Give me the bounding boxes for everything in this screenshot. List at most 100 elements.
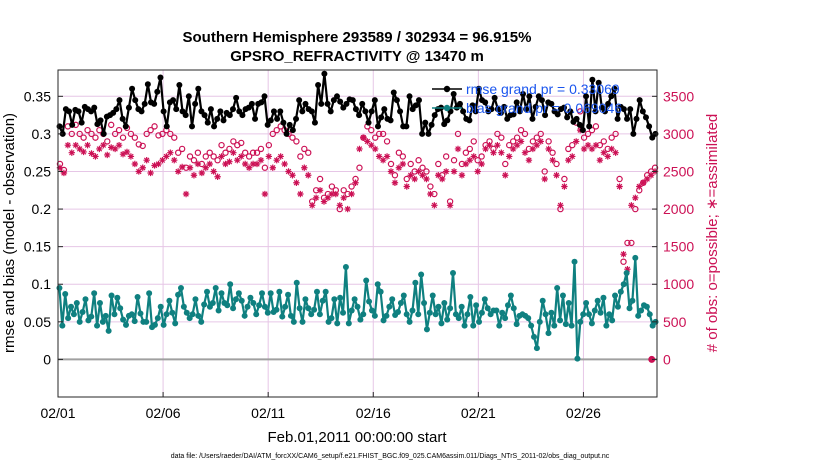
rmse-point bbox=[311, 119, 318, 126]
obs-assimilated-point bbox=[151, 162, 158, 169]
obs-assimilated-point bbox=[486, 141, 493, 149]
bias-point bbox=[285, 291, 292, 298]
obs-possible-point bbox=[509, 138, 517, 145]
rmse-point bbox=[182, 112, 189, 119]
rmse-point bbox=[229, 106, 236, 113]
y-right-tick-label: 3000 bbox=[663, 126, 694, 142]
bias-point bbox=[554, 285, 561, 291]
rmse-point bbox=[308, 108, 315, 115]
rmse-point bbox=[277, 108, 284, 115]
rmse-point bbox=[188, 123, 195, 130]
obs-assimilated-point bbox=[84, 141, 91, 149]
bias-point bbox=[438, 320, 445, 327]
obs-possible-point bbox=[293, 138, 300, 145]
chart-title-line1: Southern Hemisphere 293589 / 302934 = 96… bbox=[183, 29, 532, 46]
bias-point bbox=[264, 309, 271, 316]
obs-possible-point bbox=[415, 157, 422, 164]
bias-point bbox=[542, 311, 549, 318]
bias-point bbox=[646, 311, 653, 318]
bias-point bbox=[447, 305, 454, 312]
bias-point bbox=[635, 312, 642, 319]
obs-assimilated-point bbox=[372, 145, 379, 153]
obs-possible-point bbox=[159, 130, 166, 138]
bias-point bbox=[397, 300, 404, 307]
bias-point bbox=[473, 302, 480, 309]
obs-assimilated-point bbox=[415, 168, 422, 175]
bias-point bbox=[481, 296, 488, 303]
obs-assimilated-point bbox=[281, 160, 288, 168]
rmse-point bbox=[415, 97, 422, 104]
rmse-point bbox=[144, 81, 151, 88]
rmse-point bbox=[252, 115, 259, 122]
bias-point bbox=[209, 300, 216, 307]
rmse-point bbox=[374, 123, 381, 130]
bias-series bbox=[56, 254, 659, 362]
rmse-point bbox=[425, 130, 432, 137]
bias-point bbox=[366, 298, 373, 305]
bias-point bbox=[643, 303, 650, 310]
obs-assimilated-point bbox=[509, 145, 517, 153]
obs-assimilated-point bbox=[636, 183, 643, 190]
bias-point bbox=[513, 321, 520, 328]
bias-point bbox=[383, 312, 390, 319]
rmse-point bbox=[605, 100, 612, 107]
bias-point bbox=[386, 303, 393, 310]
obs-assimilated-point bbox=[336, 202, 343, 209]
rmse-point bbox=[614, 115, 621, 122]
bias-point bbox=[253, 311, 260, 318]
bias-point bbox=[299, 318, 306, 325]
obs-possible-point bbox=[305, 149, 312, 156]
bias-point bbox=[175, 291, 182, 298]
rmse-point bbox=[510, 111, 517, 118]
obs-possible-point bbox=[127, 130, 135, 138]
obs-assimilated-point bbox=[498, 149, 505, 156]
bias-point bbox=[577, 318, 584, 325]
rmse-point bbox=[201, 112, 208, 119]
rmse-point bbox=[456, 100, 463, 107]
y-right-tick-label: 0 bbox=[663, 351, 671, 367]
rmse-point bbox=[548, 100, 555, 107]
obs-assimilated-point bbox=[190, 172, 198, 179]
rmse-point bbox=[217, 108, 224, 115]
bias-point bbox=[261, 303, 268, 310]
rmse-point bbox=[207, 106, 214, 113]
bias-point bbox=[536, 318, 543, 325]
obs-assimilated-point bbox=[64, 141, 72, 149]
obs-assimilated-point bbox=[96, 145, 103, 153]
obs-assimilated-point bbox=[123, 148, 131, 156]
bias-point bbox=[163, 311, 170, 318]
rmse-point bbox=[497, 109, 504, 116]
rmse-point bbox=[264, 121, 271, 128]
rmse-point bbox=[160, 108, 167, 115]
obs-assimilated-point bbox=[529, 145, 537, 153]
legend-bias-marker bbox=[443, 104, 451, 112]
bias-point bbox=[499, 309, 506, 316]
bias-point bbox=[120, 316, 127, 323]
bias-point bbox=[354, 303, 361, 310]
rmse-point bbox=[270, 108, 277, 115]
obs-possible-point bbox=[435, 160, 442, 168]
bias-point bbox=[331, 296, 338, 303]
obs-possible-point bbox=[174, 149, 182, 156]
bias-point bbox=[337, 294, 344, 301]
bias-point bbox=[432, 311, 439, 318]
bias-point bbox=[91, 290, 98, 297]
bias-point bbox=[322, 288, 329, 295]
rmse-point bbox=[286, 121, 293, 128]
y-tick-label: 0.3 bbox=[32, 126, 52, 142]
bias-point bbox=[620, 281, 627, 288]
bias-point bbox=[626, 305, 633, 312]
obs-possible-point bbox=[375, 130, 383, 138]
rmse-point bbox=[460, 108, 467, 115]
rmse-point bbox=[69, 121, 76, 128]
bias-point bbox=[293, 279, 300, 286]
obs-assimilated-point bbox=[383, 153, 391, 160]
rmse-point bbox=[267, 117, 274, 124]
bias-point bbox=[418, 271, 425, 278]
obs-assimilated-point bbox=[273, 157, 280, 164]
bias-point bbox=[426, 309, 433, 316]
rmse-point bbox=[450, 91, 457, 98]
obs-assimilated-point bbox=[565, 157, 572, 164]
bias-point bbox=[632, 254, 639, 261]
obs-assimilated-point bbox=[541, 175, 548, 183]
